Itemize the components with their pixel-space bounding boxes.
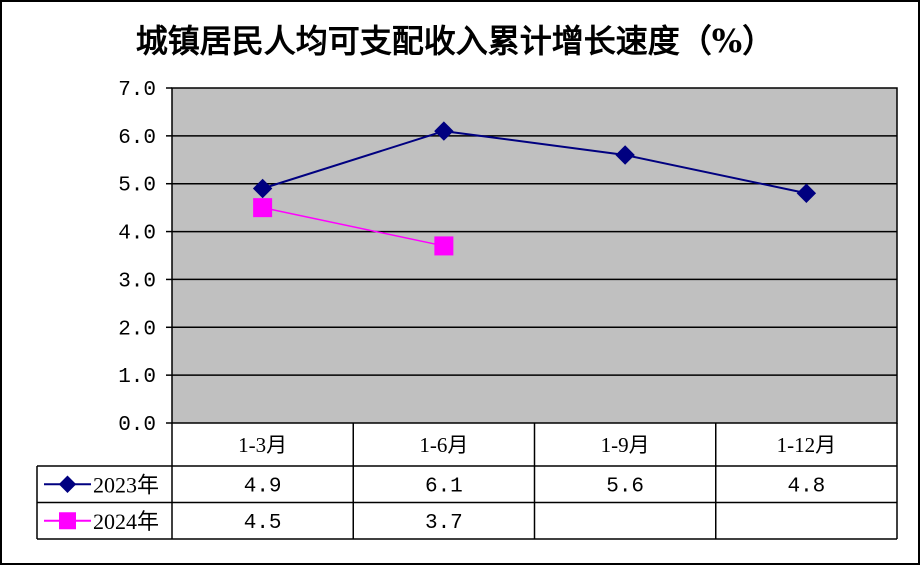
table-cell-2023-1: 6.1 — [425, 475, 463, 498]
legend-2023-marker — [58, 475, 77, 493]
series-2024-line — [262, 206, 445, 247]
table-cell-2024-0: 4.5 — [244, 512, 282, 535]
y-tick-label-5: 5.0 — [118, 175, 156, 198]
series-2023-line — [262, 130, 807, 195]
table-header-cell-0: 1-3月 — [238, 433, 287, 457]
table-cell-2024-1: 3.7 — [425, 512, 463, 535]
table-cell-2023-3: 4.8 — [787, 475, 825, 498]
plot-area — [172, 88, 897, 423]
series-2024-point-0 — [253, 198, 273, 218]
legend-2024-label: 2024年 — [93, 509, 159, 534]
table-header-cell-1: 1-6月 — [419, 433, 468, 457]
legend-2023-label: 2023年 — [93, 472, 159, 497]
chart-title: 城镇居民人均可支配收入累计增长速度（%） — [136, 22, 774, 60]
series-2024-point-1 — [434, 236, 454, 256]
y-tick-label-0: 0.0 — [118, 414, 156, 437]
legend-2024-marker — [59, 512, 76, 530]
series-2023-point-1 — [434, 121, 454, 141]
table-cell-2023-2: 5.6 — [606, 475, 644, 498]
series-2023-point-0 — [252, 178, 273, 199]
series-2023-point-2 — [615, 145, 635, 165]
y-tick-label-1: 1.0 — [118, 366, 156, 389]
table-header-cell-3: 1-12月 — [777, 433, 837, 457]
y-tick-label-6: 6.0 — [118, 127, 156, 150]
y-tick-label-3: 3.0 — [118, 270, 156, 293]
series-2023-point-3 — [796, 183, 817, 203]
table-cell-2023-0: 4.9 — [244, 475, 282, 498]
table-header-cell-2: 1-9月 — [601, 433, 650, 457]
y-tick-label-4: 4.0 — [118, 223, 156, 246]
y-tick-label-2: 2.0 — [118, 318, 156, 341]
y-tick-label-7: 7.0 — [118, 79, 156, 102]
